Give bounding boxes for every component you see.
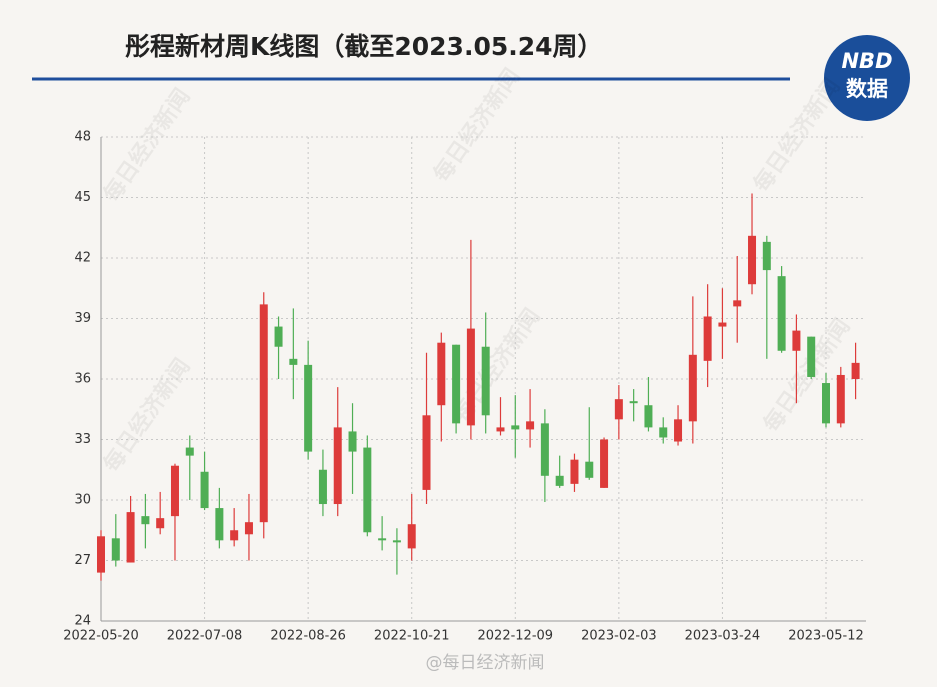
- x-tick-label: 2023-05-12: [788, 629, 864, 644]
- candle-body: [703, 316, 712, 361]
- candle-body: [200, 471, 209, 509]
- candle-body: [762, 241, 771, 271]
- y-tick-label: 42: [74, 251, 91, 266]
- candle-body: [511, 425, 520, 430]
- candle-body: [807, 336, 816, 377]
- candle-body: [333, 427, 342, 505]
- candle-body: [733, 300, 742, 307]
- chart-title: 彤程新材周K线图（截至2023.05.24周）: [125, 32, 603, 61]
- candle-body: [274, 326, 283, 347]
- y-tick-label: 27: [74, 553, 91, 568]
- candle-body: [748, 235, 757, 285]
- background-watermark: 每日经济新闻: [449, 304, 546, 427]
- candle-body: [688, 354, 697, 422]
- y-tick-label: 45: [74, 190, 91, 205]
- background-watermark: 每日经济新闻: [749, 74, 846, 197]
- x-tick-label: 2022-05-20: [63, 629, 139, 644]
- y-tick-label: 48: [74, 130, 91, 145]
- candle-body: [111, 538, 120, 561]
- candle-body: [304, 364, 313, 452]
- candle-body: [407, 524, 416, 549]
- candle-body: [777, 276, 786, 351]
- logo-text: NBD: [841, 49, 892, 73]
- candle-body: [230, 530, 239, 541]
- candle-body: [378, 538, 387, 541]
- candle-body: [363, 447, 372, 533]
- candle-body: [614, 399, 623, 420]
- candle-body: [585, 461, 594, 478]
- candle-body: [392, 540, 401, 543]
- background-watermark: 每日经济新闻: [99, 84, 196, 207]
- x-tick-label: 2022-10-21: [374, 629, 450, 644]
- candle-body: [318, 469, 327, 505]
- background-watermark: 每日经济新闻: [99, 354, 196, 477]
- y-tick-label: 39: [74, 311, 91, 326]
- candle-body: [792, 330, 801, 351]
- candle-body: [836, 374, 845, 424]
- x-tick-label: 2022-12-09: [478, 629, 554, 644]
- candle-body: [156, 518, 165, 529]
- candle-body: [170, 465, 179, 517]
- x-tick-label: 2022-07-08: [167, 629, 243, 644]
- candle-body: [629, 401, 638, 404]
- candle-body: [570, 459, 579, 484]
- candle-body: [141, 516, 150, 525]
- candle-body: [452, 344, 461, 424]
- watermark: @每日经济新闻: [426, 653, 545, 673]
- candle-body: [437, 342, 446, 406]
- y-tick-label: 33: [74, 432, 91, 447]
- candle-body: [244, 522, 253, 535]
- y-tick-label: 24: [74, 614, 91, 629]
- candle-body: [481, 346, 490, 416]
- candle-body: [540, 423, 549, 476]
- logo-badge: [824, 35, 910, 121]
- y-tick-label: 36: [74, 372, 91, 387]
- candle-body: [851, 362, 860, 379]
- candle-body: [526, 421, 535, 430]
- candle-body: [466, 328, 475, 426]
- x-tick-label: 2022-08-26: [270, 629, 346, 644]
- candle-body: [718, 322, 727, 327]
- candle-body: [659, 427, 668, 438]
- candle-body: [289, 358, 298, 365]
- candle-body: [259, 304, 268, 523]
- candle-body: [97, 536, 105, 573]
- y-tick-label: 30: [74, 493, 91, 508]
- x-tick-label: 2023-03-24: [685, 629, 761, 644]
- x-tick-label: 2023-02-03: [581, 629, 657, 644]
- candle-body: [822, 383, 830, 424]
- candle-body: [555, 475, 564, 486]
- candle-body: [674, 419, 683, 442]
- candle-body: [215, 508, 224, 541]
- candle-body: [644, 405, 653, 428]
- candle-body: [422, 415, 431, 490]
- logo-text: 数据: [846, 77, 888, 101]
- candle-body: [185, 447, 194, 456]
- candle-body: [600, 439, 609, 488]
- background-watermark: 每日经济新闻: [429, 64, 526, 187]
- candle-body: [496, 427, 505, 432]
- candle-body: [126, 512, 135, 563]
- candle-body: [348, 431, 357, 452]
